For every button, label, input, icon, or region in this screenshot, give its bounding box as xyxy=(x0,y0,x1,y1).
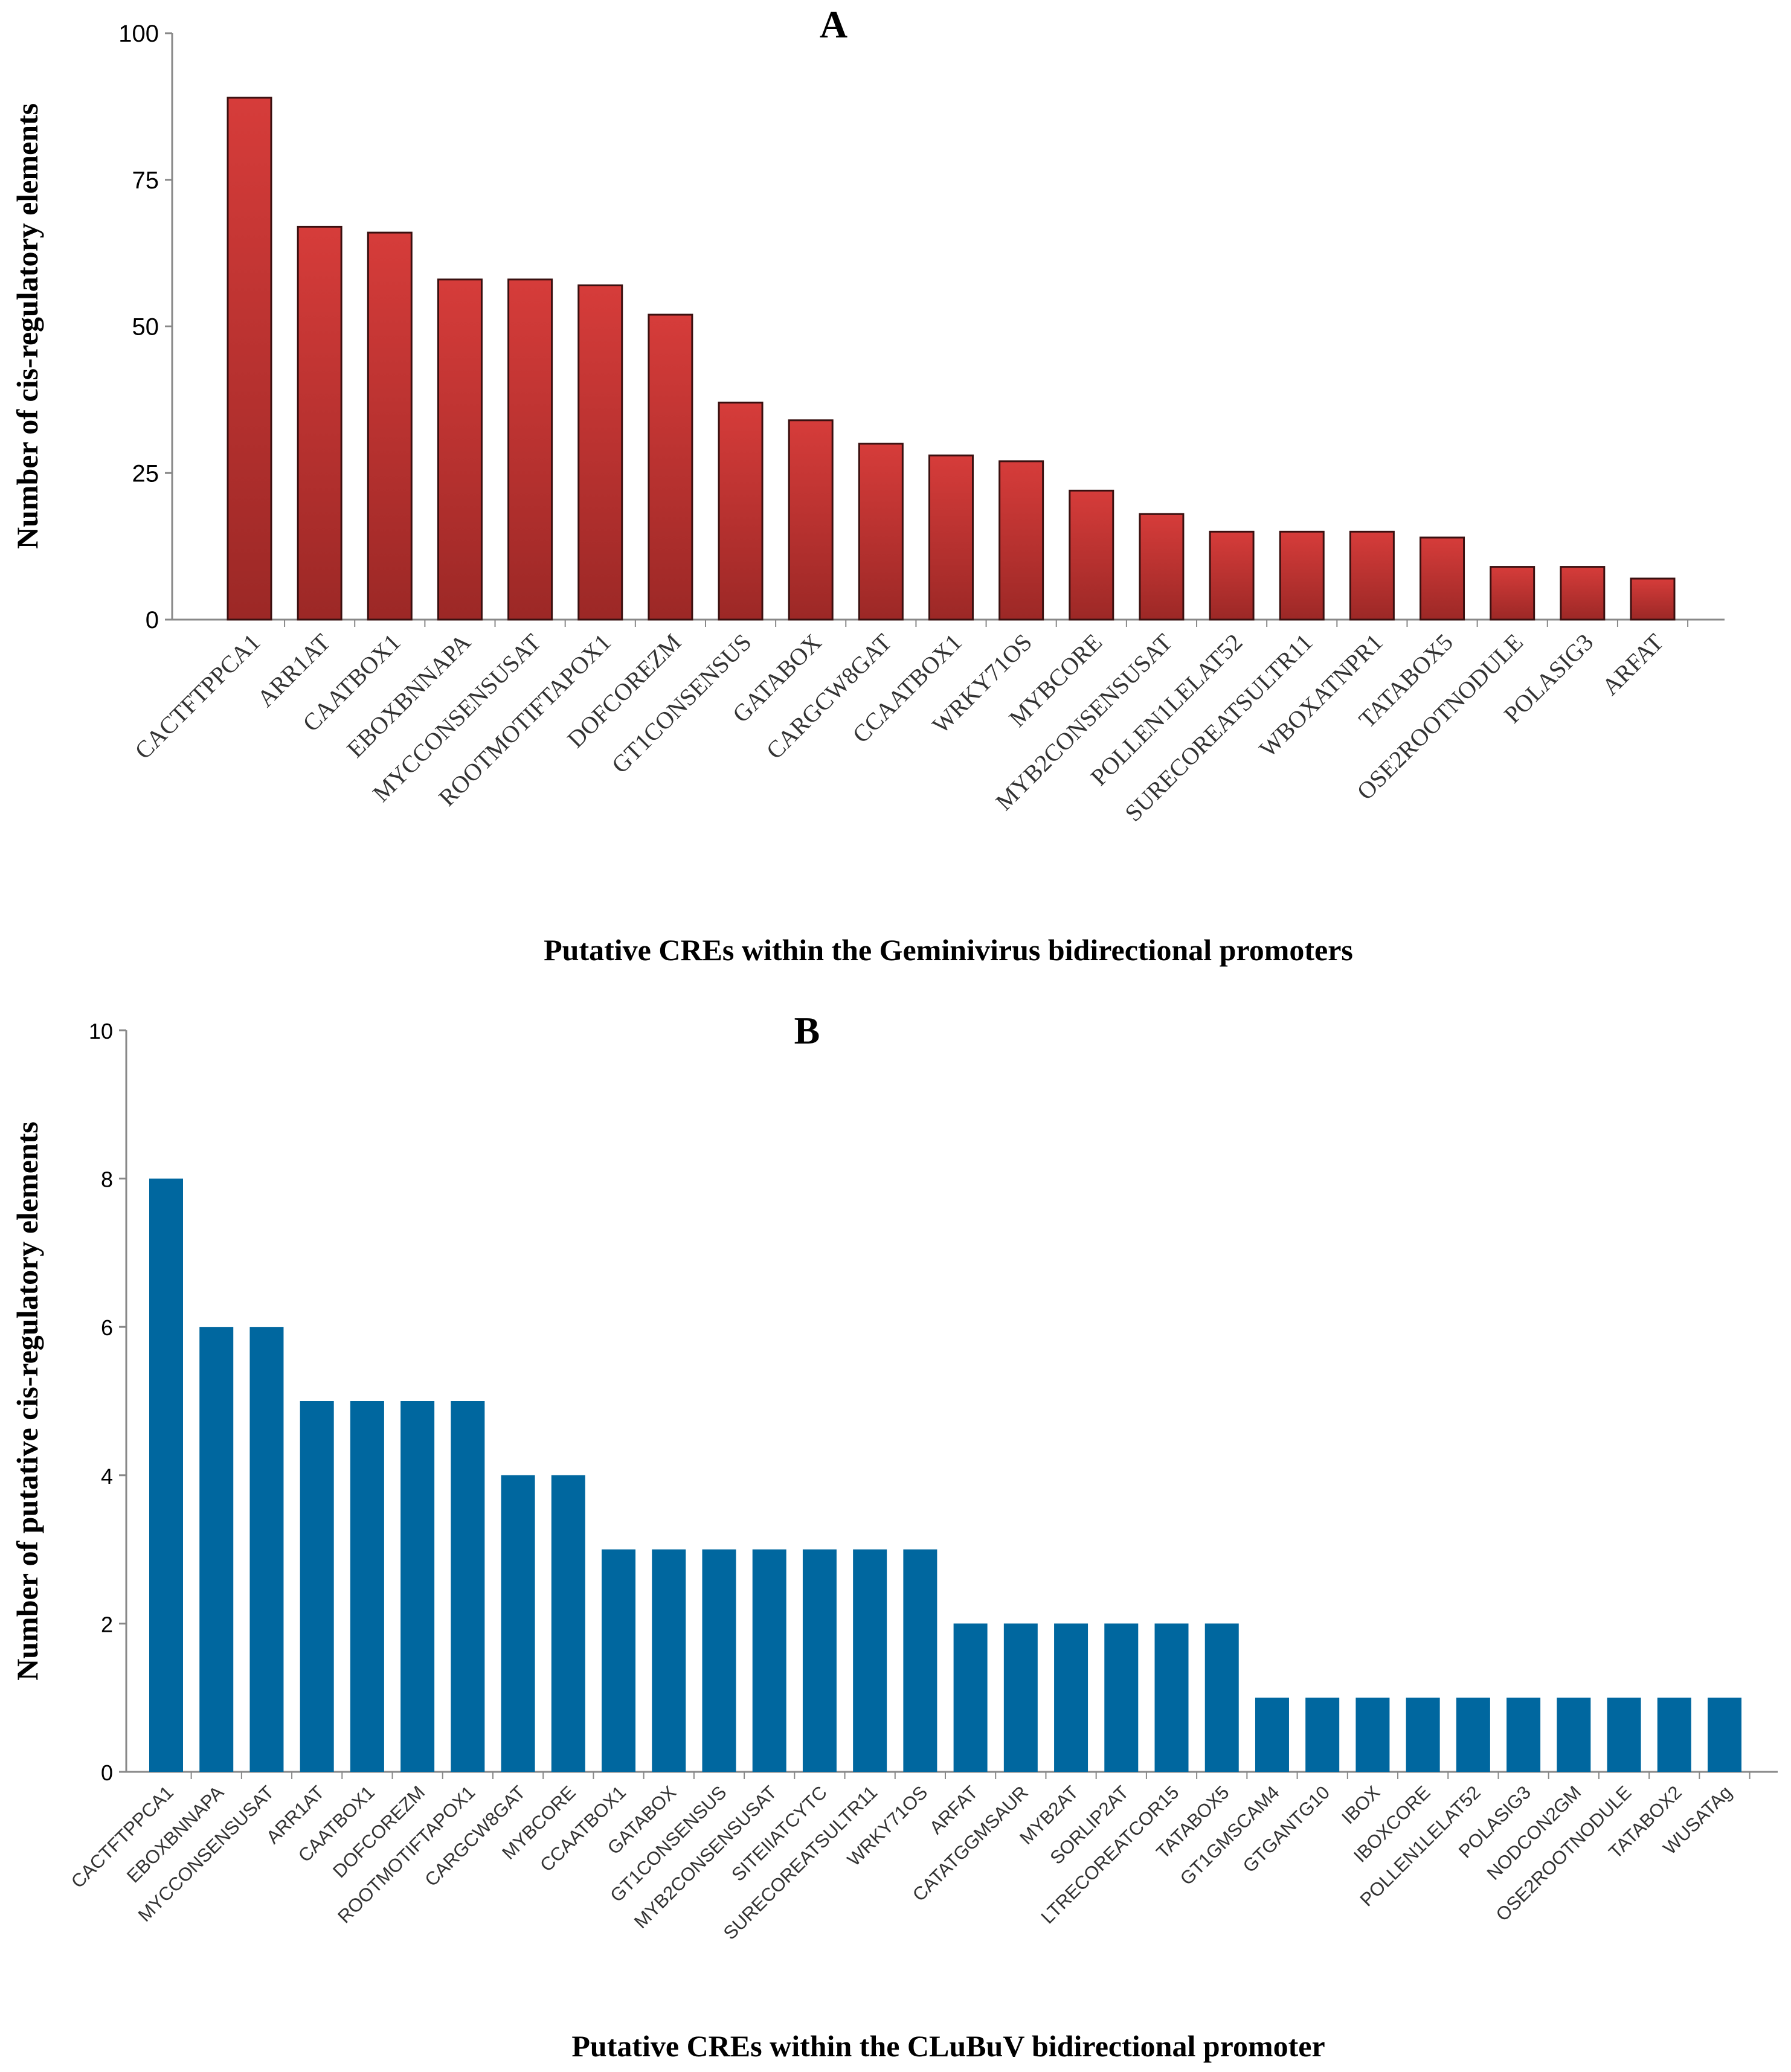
chart-a-bar xyxy=(367,231,413,621)
chart-b: B Number of putative cis-regulatory elem… xyxy=(10,1009,1778,2063)
chart-b-bar xyxy=(853,1549,887,1772)
chart-a-category-label: WBOXATNPR1 xyxy=(1254,629,1388,763)
chart-b-bar xyxy=(1305,1698,1340,1772)
chart-a-bar xyxy=(858,443,904,621)
chart-a-y-tick-label: 50 xyxy=(132,314,159,341)
chart-b-y-axis-label: Number of putative cis-regulatory elemen… xyxy=(10,1121,44,1681)
chart-a-category-label: EBOXBNNAPA xyxy=(341,628,476,763)
chart-a-category-label: CACTFTPPCA1 xyxy=(129,629,265,765)
chart-b-y-tick-label: 2 xyxy=(101,1612,113,1637)
chart-a-bar xyxy=(1139,513,1185,621)
chart-b-bar xyxy=(1607,1698,1641,1772)
chart-a-bar xyxy=(227,97,272,621)
chart-a-bar xyxy=(648,313,693,621)
chart-b-bar xyxy=(903,1549,937,1772)
chart-a-title: A xyxy=(820,3,847,46)
chart-b-bar xyxy=(1355,1698,1390,1772)
chart-b-x-axis-label: Putative CREs within the CLuBuV bidirect… xyxy=(571,2029,1325,2063)
chart-b-bar xyxy=(199,1327,234,1772)
chart-b-y-tick-label: 0 xyxy=(101,1760,113,1785)
chart-a-bar xyxy=(1209,530,1255,621)
chart-a-bar xyxy=(1630,577,1676,621)
chart-b-bar xyxy=(400,1401,435,1772)
chart-a-category-label: ARFAT xyxy=(1596,629,1668,701)
chart-b-bar xyxy=(1406,1698,1440,1772)
chart-a-y-tick-label: 75 xyxy=(132,167,159,194)
chart-b-category-label: GTGANTG10 xyxy=(1239,1782,1334,1877)
chart-b-bar xyxy=(602,1549,636,1772)
chart-a-bar xyxy=(1560,566,1606,621)
chart-b-bar xyxy=(1657,1698,1691,1772)
chart-a-y-tick-label: 25 xyxy=(132,460,159,487)
chart-b-category-label: IBOX xyxy=(1337,1782,1384,1828)
chart-b-bar xyxy=(1204,1623,1239,1772)
chart-b-bar xyxy=(1506,1698,1541,1772)
chart-a-bar xyxy=(1349,530,1395,621)
chart-a-bar xyxy=(1420,536,1465,621)
chart-b-bar xyxy=(350,1401,384,1772)
chart-b-bar xyxy=(1557,1698,1591,1772)
chart-a-y-tick-label: 100 xyxy=(118,21,159,47)
chart-b-bar xyxy=(1708,1698,1741,1772)
chart-b-bar xyxy=(802,1549,837,1772)
chart-b-y-tick-label: 8 xyxy=(101,1167,113,1192)
chart-a-bar xyxy=(718,402,764,621)
chart-a-category-label: CARGCW8GAT xyxy=(761,629,897,765)
chart-b-bar xyxy=(1104,1623,1139,1772)
chart-b-bar xyxy=(702,1549,736,1772)
chart-b-bar xyxy=(652,1549,686,1772)
chart-a-bar xyxy=(577,284,623,621)
chart-b-bar xyxy=(1154,1623,1189,1772)
chart-b-y-tick-label: 6 xyxy=(101,1315,113,1340)
chart-b-bar xyxy=(551,1475,585,1772)
chart-b-bar xyxy=(149,1178,183,1772)
chart-a-bar xyxy=(437,278,483,621)
chart-b-bar xyxy=(501,1475,535,1772)
chart-a-bar xyxy=(507,278,553,621)
chart-b-bar xyxy=(1255,1698,1289,1772)
chart-a-bar xyxy=(1490,566,1535,621)
chart-a-bar xyxy=(1279,530,1325,621)
chart-b-bar xyxy=(300,1401,334,1772)
chart-a-y-axis-label: Number of cis-regulatory elements xyxy=(10,103,44,549)
chart-a-bar xyxy=(928,454,974,621)
chart-a-bar xyxy=(1069,489,1114,621)
chart-a-y-tick-label: 0 xyxy=(146,607,159,633)
chart-b-bar xyxy=(1456,1698,1490,1772)
chart-a: A Number of cis-regulatory elements Puta… xyxy=(10,3,1725,967)
chart-b-bar xyxy=(451,1401,485,1772)
chart-a-bar xyxy=(998,460,1044,621)
chart-b-bar xyxy=(1003,1623,1038,1772)
chart-b-y-tick-label: 4 xyxy=(101,1464,113,1489)
chart-b-bar xyxy=(249,1327,284,1772)
chart-b-bar xyxy=(1054,1623,1088,1772)
chart-a-x-axis-label: Putative CREs within the Geminivirus bid… xyxy=(544,933,1353,967)
chart-a-bar xyxy=(297,225,342,621)
chart-b-bar xyxy=(953,1623,988,1772)
chart-a-bar xyxy=(788,419,834,621)
chart-b-title: B xyxy=(794,1009,820,1052)
chart-b-y-tick-label: 10 xyxy=(89,1019,113,1044)
chart-b-bar xyxy=(752,1549,786,1772)
